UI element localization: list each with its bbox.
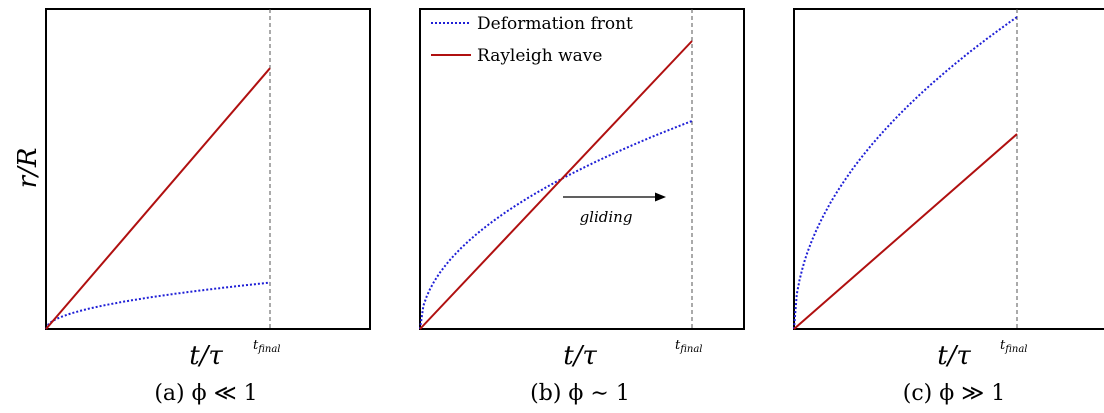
panel-b-rayleigh-line	[419, 40, 693, 330]
panel-c-deformation-curve	[793, 16, 1018, 330]
panel-b-x-axis-label: t/τ	[563, 341, 597, 371]
panel-a-rayleigh-line	[45, 67, 271, 330]
y-axis-label: r/R	[13, 148, 43, 189]
panel-b-caption: (b) ϕ ∼ 1	[530, 381, 630, 406]
gliding-arrowhead	[655, 192, 666, 202]
panel-a-caption: (a) ϕ ≪ 1	[154, 381, 257, 406]
panel-a: t/τ tfinal (a) ϕ ≪ 1	[45, 8, 371, 406]
panel-b-tfinal-label: tfinal	[675, 338, 703, 355]
legend-rayleigh-label: Rayleigh wave	[477, 46, 602, 66]
panel-a-frame	[45, 8, 371, 330]
panel-b-deformation-curve	[419, 120, 693, 330]
panel-b: Deformation front Rayleigh wave gliding …	[419, 8, 745, 406]
panel-c-tfinal-label: tfinal	[1000, 338, 1028, 355]
panel-a-tfinal-label: tfinal	[253, 338, 281, 355]
panel-c: t/τ tfinal (c) ϕ ≫ 1	[793, 8, 1104, 406]
gliding-label: gliding	[580, 208, 633, 226]
panel-b-frame	[419, 8, 745, 330]
legend-deformation-label: Deformation front	[477, 14, 633, 34]
panel-c-caption: (c) ϕ ≫ 1	[903, 381, 1006, 406]
legend: Deformation front Rayleigh wave	[431, 14, 633, 66]
panel-c-x-axis-label: t/τ	[937, 341, 971, 371]
panel-c-rayleigh-line	[793, 133, 1018, 330]
panel-c-frame	[793, 8, 1104, 330]
panel-a-x-axis-label: t/τ	[189, 341, 223, 371]
